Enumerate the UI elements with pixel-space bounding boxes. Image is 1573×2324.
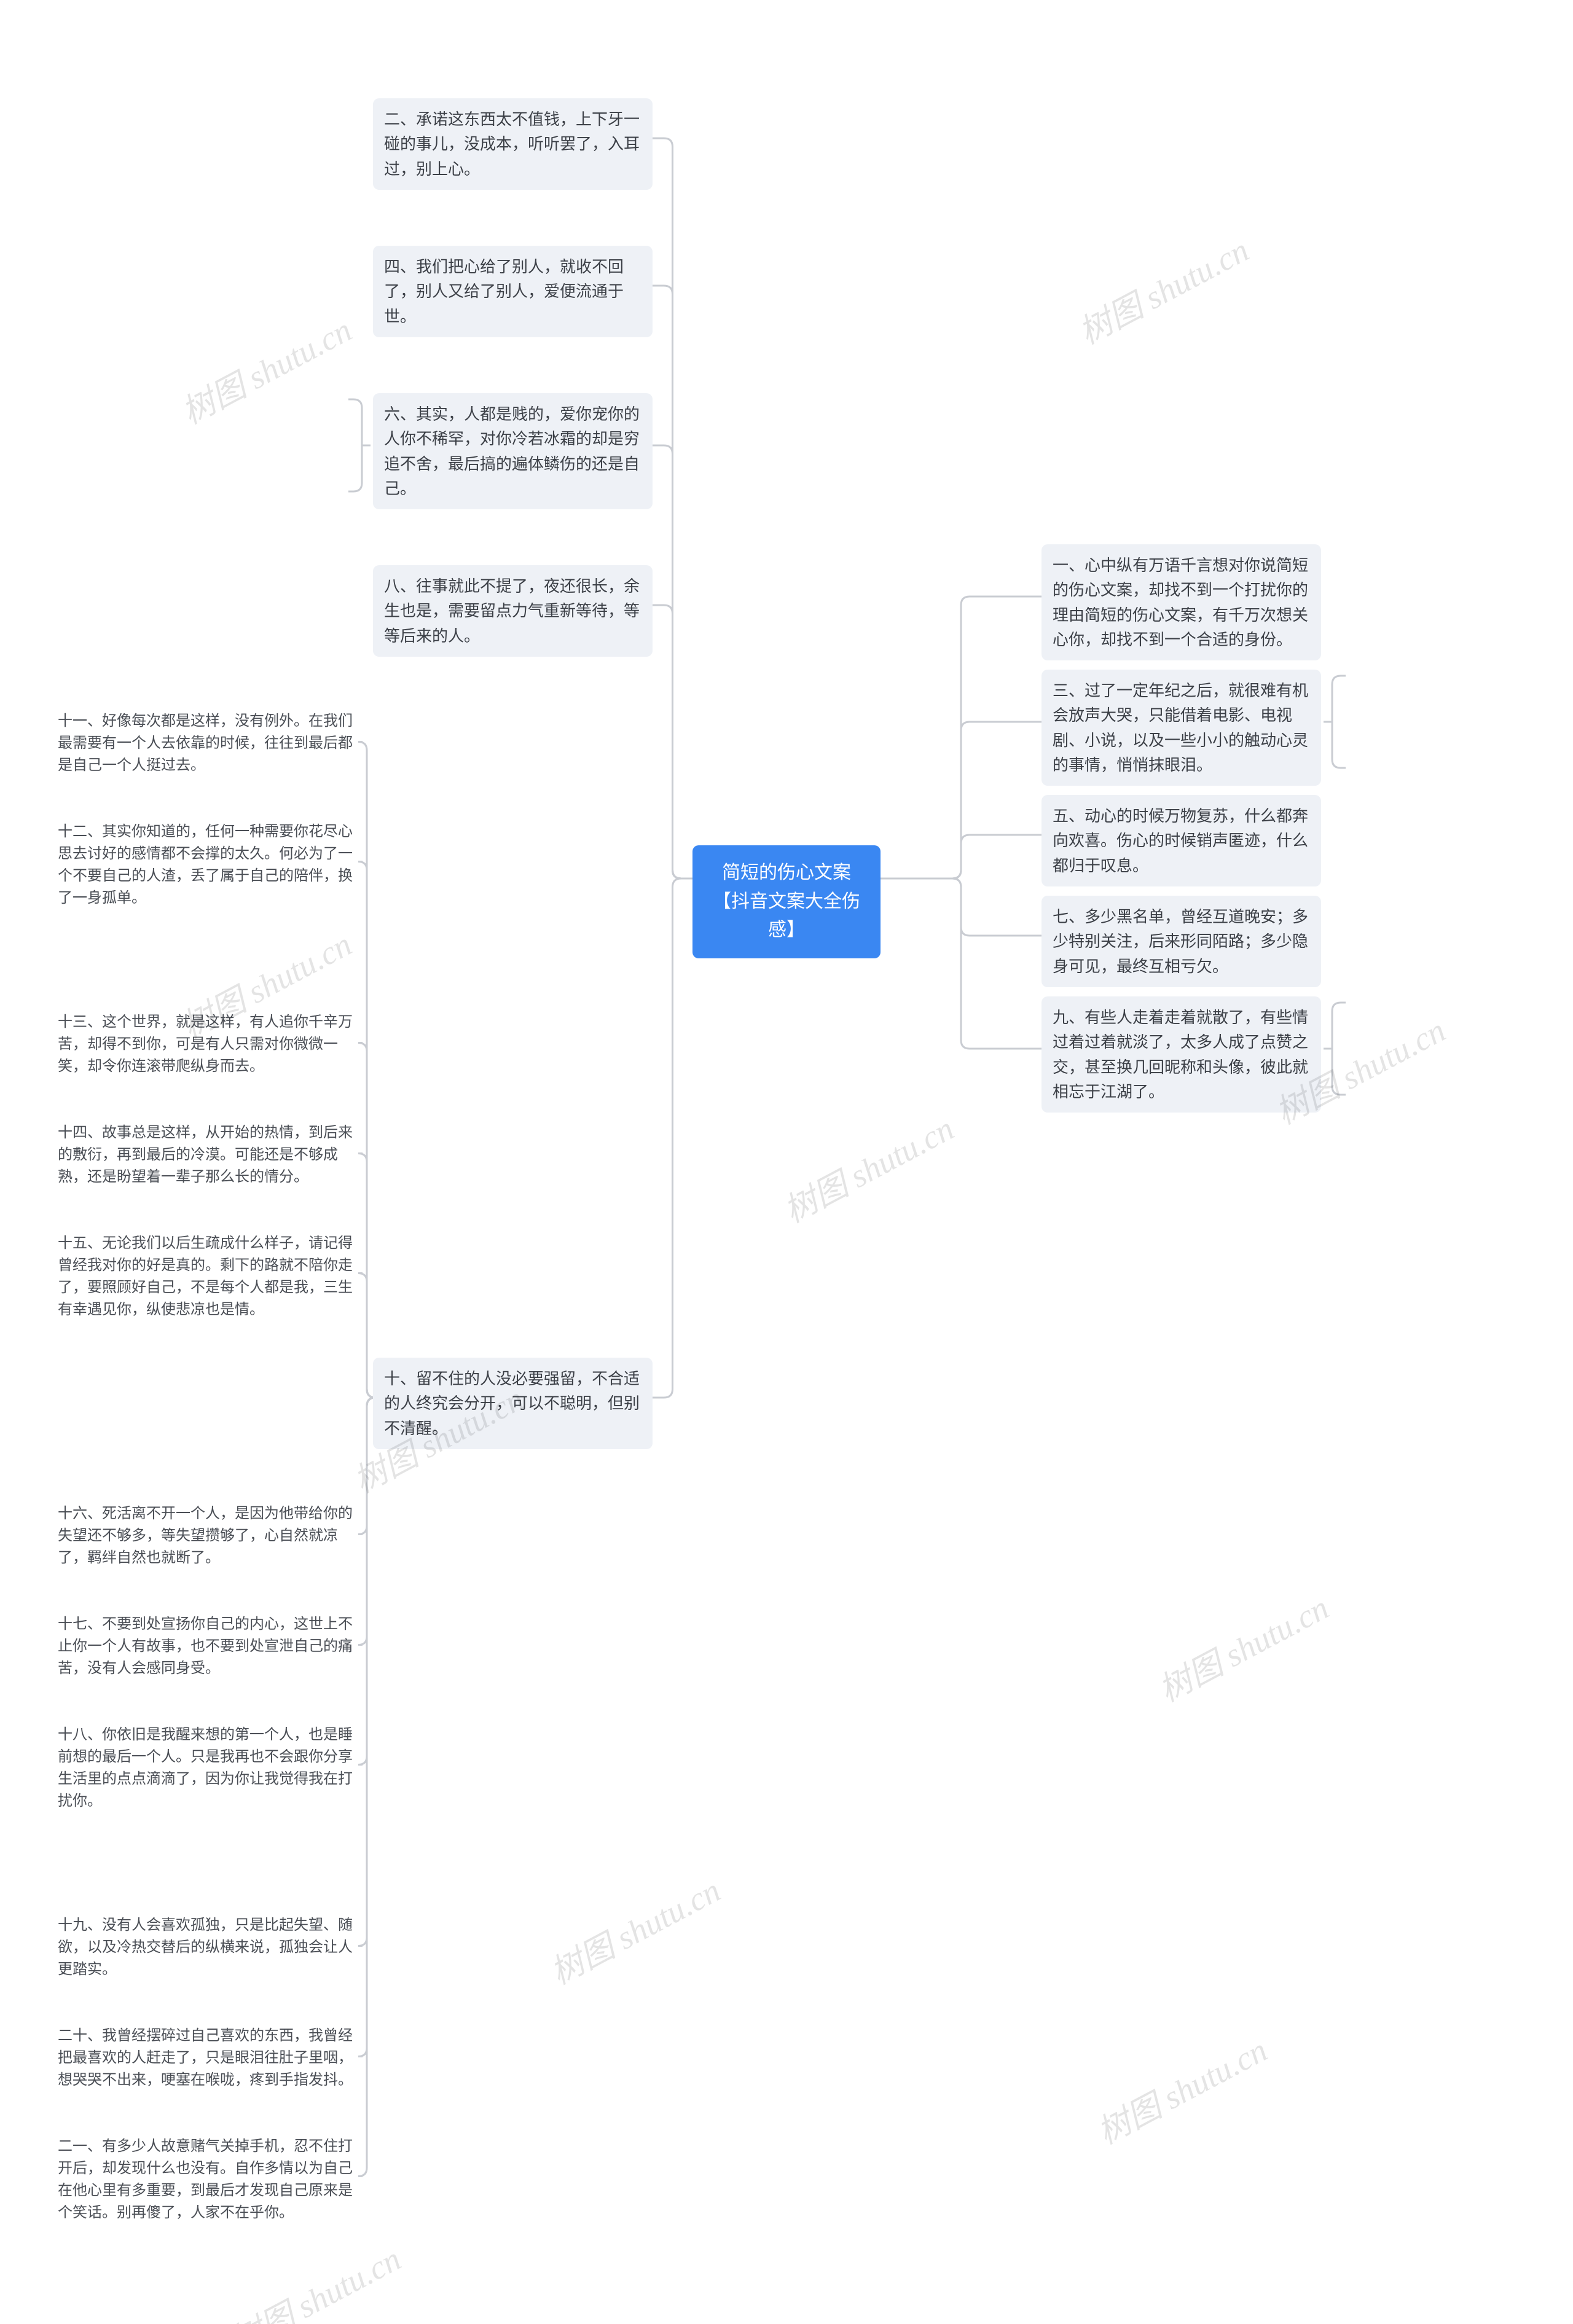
leaf-4-2: 十三、这个世界，就是这样，有人追你千辛万苦，却得不到你，可是有人只需对你微微一笑… (55, 1007, 363, 1081)
watermark-3: 树图 shutu.cn (774, 1101, 961, 1232)
left-child-4: 十、留不住的人没必要强留，不合适的人终究会分开，可以不聪明，但别不清醒。 (373, 1358, 653, 1449)
watermark-1: 树图 shutu.cn (1069, 223, 1256, 353)
watermark-9: 树图 shutu.cn (221, 2232, 408, 2324)
right-child-0: 一、心中纵有万语千言想对你说简短的伤心文案，却找不到一个打扰你的理由简短的伤心文… (1041, 544, 1321, 660)
left-child-2: 六、其实，人都是贱的，爱你宠你的人你不稀罕，对你冷若冰霜的却是穷追不舍，最后搞的… (373, 393, 653, 509)
leaf-4-6: 十七、不要到处宣扬你自己的内心，这世上不止你一个人有故事，也不要到处宣泄自己的痛… (55, 1610, 363, 1683)
root-node: 简短的伤心文案【抖音文案大全伤感】 (692, 845, 881, 958)
right-child-4: 九、有些人走着走着就散了，有些情过着过着就淡了，太多人成了点赞之交，甚至换几回昵… (1041, 996, 1321, 1113)
mindmap-canvas: 简短的伤心文案【抖音文案大全伤感】 一、心中纵有万语千言想对你说简短的伤心文案，却… (0, 0, 1573, 2324)
leaf-4-7: 十八、你依旧是我醒来想的第一个人，也是睡前想的最后一个人。只是我再也不会跟你分享… (55, 1720, 363, 1816)
right-child-2: 五、动心的时候万物复苏，什么都奔向欢喜。伤心的时候销声匿迹，什么都归于叹息。 (1041, 795, 1321, 886)
watermark-0: 树图 shutu.cn (171, 303, 359, 433)
left-child-3: 八、往事就此不提了，夜还很长，余生也是，需要留点力气重新等待，等等后来的人。 (373, 565, 653, 657)
watermark-7: 树图 shutu.cn (540, 1863, 728, 1993)
right-child-1: 三、过了一定年纪之后，就很难有机会放声大哭，只能借着电影、电视剧、小说，以及一些… (1041, 670, 1321, 786)
left-child-1: 四、我们把心给了别人，就收不回了，别人又给了别人，爱便流通于世。 (373, 246, 653, 337)
leaf-4-0: 十一、好像每次都是这样，没有例外。在我们最需要有一个人去依靠的时候，往往到最后都… (55, 706, 363, 780)
left-child-0: 二、承诺这东西太不值钱，上下牙一碰的事儿，没成本，听听罢了，入耳过，别上心。 (373, 98, 653, 190)
leaf-4-9: 二十、我曾经摆碎过自己喜欢的东西，我曾经把最喜欢的人赶走了，只是眼泪往肚子里咽，… (55, 2021, 363, 2095)
leaf-4-1: 十二、其实你知道的，任何一种需要你花尽心思去讨好的感情都不会撑的太久。何必为了一… (55, 817, 363, 913)
watermark-8: 树图 shutu.cn (1087, 2023, 1274, 2153)
leaf-4-8: 十九、没有人会喜欢孤独，只是比起失望、随欲，以及冷热交替后的纵横来说，孤独会让人… (55, 1911, 363, 1984)
leaf-4-3: 十四、故事总是这样，从开始的热情，到后来的敷衍，再到最后的冷漠。可能还是不够成熟… (55, 1118, 363, 1192)
leaf-4-10: 二一、有多少人故意赌气关掉手机，忍不住打开后，却发现什么也没有。自作多情以为自己… (55, 2132, 363, 2228)
leaf-4-4: 十五、无论我们以后生疏成什么样子，请记得曾经我对你的好是真的。剩下的路就不陪你走… (55, 1229, 363, 1324)
leaf-4-5: 十六、死活离不开一个人，是因为他带给你的失望还不够多，等失望攒够了，心自然就凉了… (55, 1499, 363, 1573)
right-child-3: 七、多少黑名单，曾经互道晚安；多少特别关注，后来形同陌路；多少隐身可见，最终互相… (1041, 896, 1321, 987)
watermark-6: 树图 shutu.cn (1148, 1581, 1336, 1711)
